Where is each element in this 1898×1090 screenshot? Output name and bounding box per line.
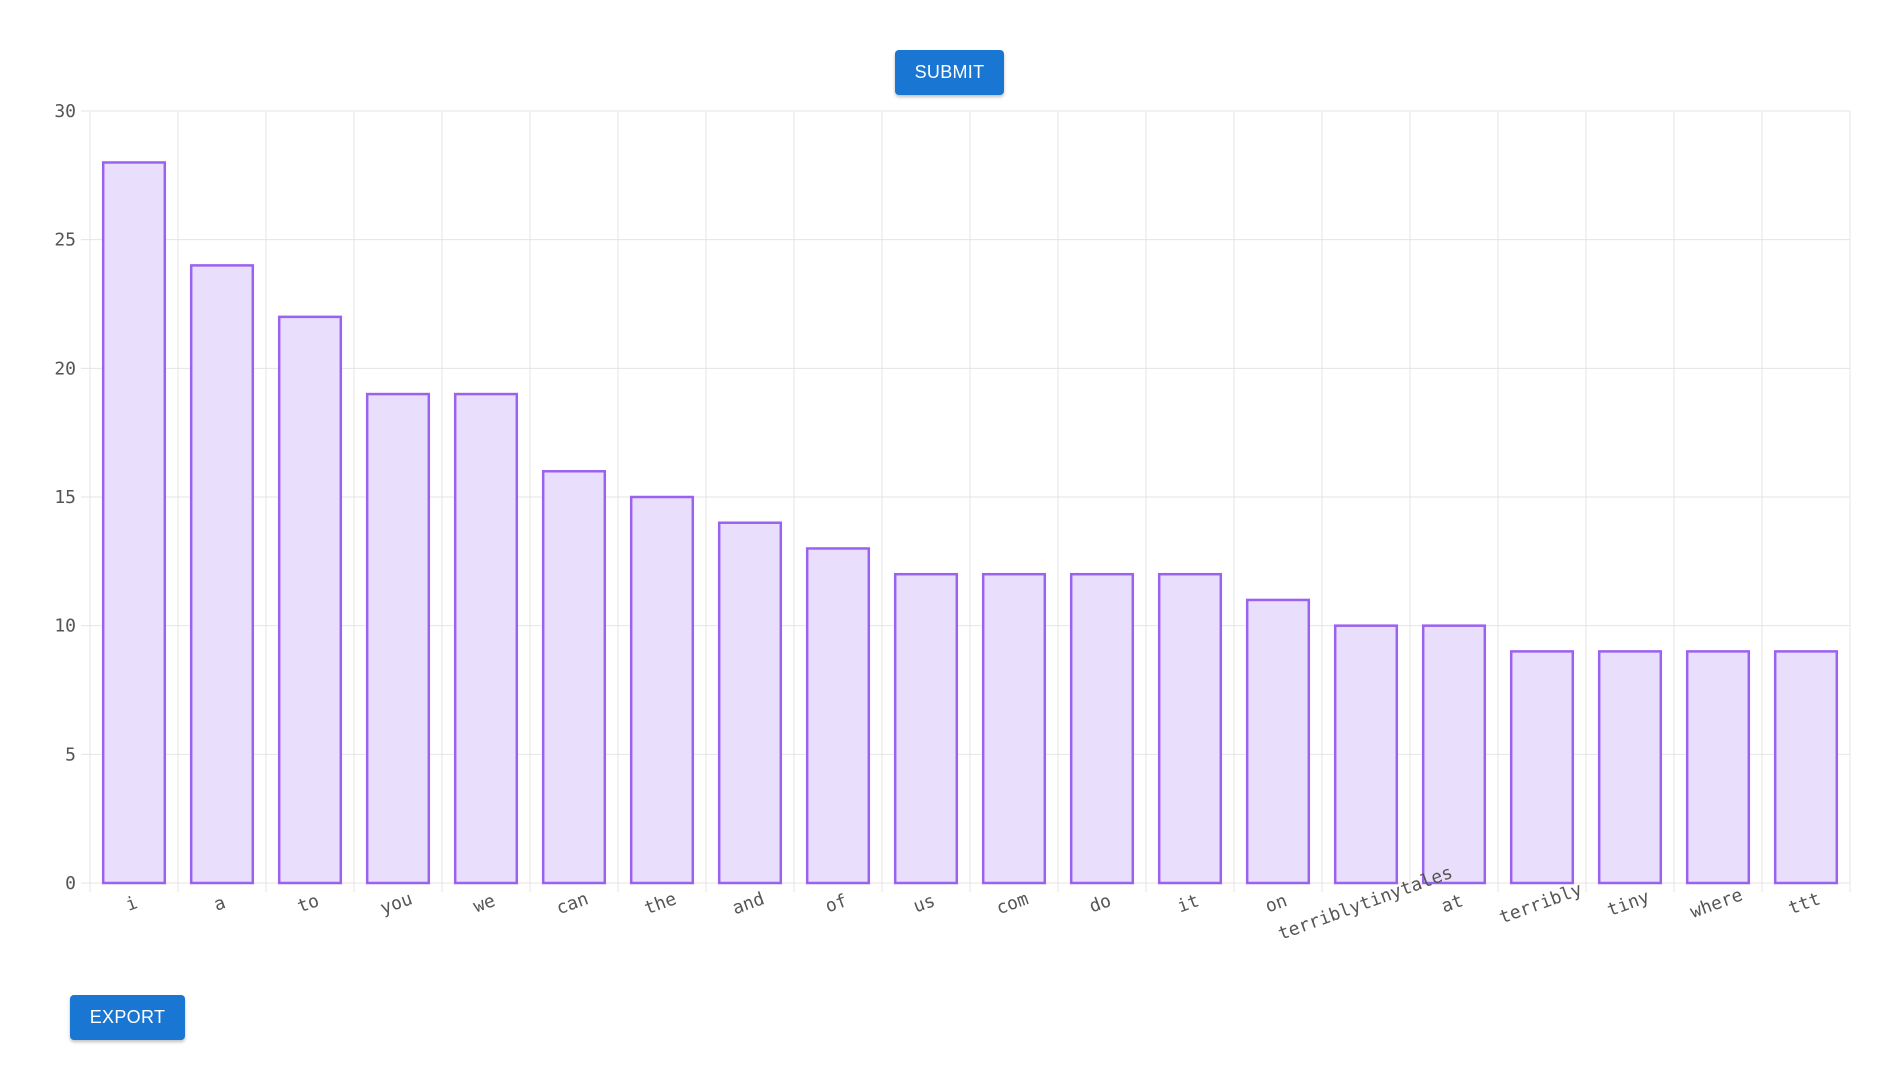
x-tick-label: com: [993, 888, 1031, 919]
bar-can: [541, 470, 607, 885]
bar-terribly: [1509, 650, 1575, 885]
bar-to: [277, 315, 343, 885]
x-tick-label: tiny: [1604, 886, 1652, 921]
bar-ttt: [1773, 650, 1839, 885]
bar-do: [1069, 572, 1135, 885]
x-tick-label: can: [553, 888, 591, 919]
x-tick-label: it: [1174, 890, 1202, 917]
x-tick-label: on: [1262, 890, 1290, 917]
bar-of: [805, 547, 871, 885]
bar-on: [1245, 598, 1311, 885]
grid: [89, 110, 1851, 892]
bars: [101, 161, 1839, 885]
bar-com: [981, 572, 1047, 885]
x-tick-label: terribly: [1496, 879, 1585, 928]
x-tick-label: a: [211, 892, 228, 915]
bar-a: [189, 264, 255, 885]
y-tick-label: 5: [65, 744, 76, 765]
bar-i: [101, 161, 167, 885]
x-tick-label: us: [910, 890, 938, 917]
y-tick-label: 20: [54, 358, 76, 379]
bar-terriblytinytales: [1333, 624, 1399, 885]
y-axis: 0 5 10 15 20 25 30: [54, 101, 90, 894]
bar-you: [365, 392, 431, 885]
x-tick-label: and: [729, 888, 767, 919]
bar-us: [893, 572, 959, 885]
bar-it: [1157, 572, 1223, 885]
y-tick-label: 15: [54, 487, 76, 508]
y-tick-label: 0: [65, 873, 76, 894]
export-button[interactable]: EXPORT: [70, 995, 185, 1040]
x-tick-label: to: [294, 890, 322, 917]
y-tick-label: 10: [54, 616, 76, 637]
submit-button[interactable]: SUBMIT: [895, 50, 1004, 95]
bar-we: [453, 392, 519, 885]
y-tick-label: 25: [54, 230, 76, 251]
x-tick-label: we: [470, 890, 498, 917]
bar-tiny: [1597, 650, 1663, 885]
x-tick-label: at: [1438, 890, 1466, 917]
x-tick-label: you: [377, 888, 415, 919]
bar-the: [629, 495, 695, 885]
x-tick-label: where: [1687, 885, 1745, 923]
bar-and: [717, 521, 783, 885]
x-tick-label: of: [822, 890, 850, 917]
bar-at: [1421, 624, 1487, 885]
x-tick-label: ttt: [1785, 888, 1823, 919]
x-tick-label: the: [641, 888, 679, 919]
x-tick-label: i: [123, 892, 140, 915]
y-tick-label: 30: [54, 101, 76, 122]
x-tick-label: do: [1086, 890, 1114, 917]
bar-where: [1685, 650, 1751, 885]
